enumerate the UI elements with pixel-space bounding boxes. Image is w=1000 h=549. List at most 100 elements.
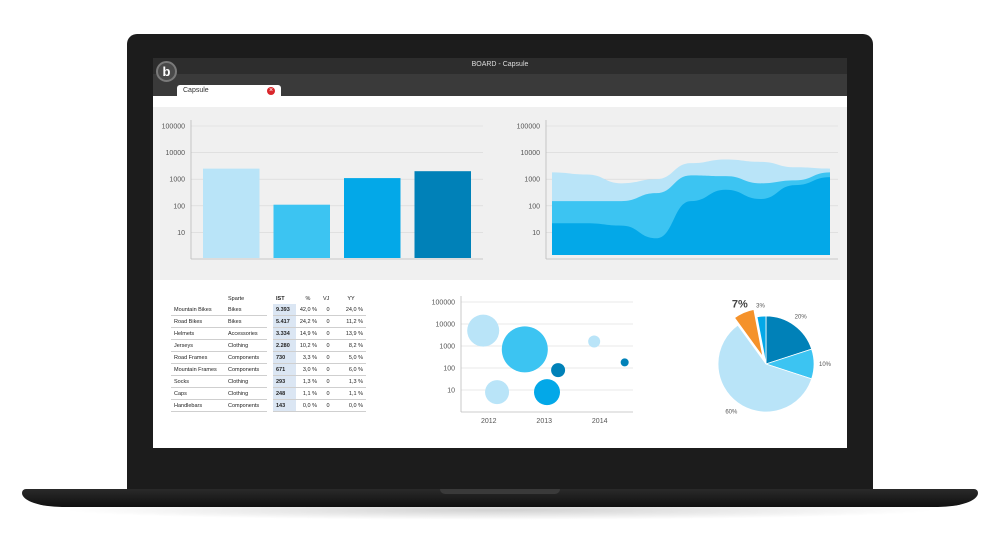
- pie-chart: 20% 10% 60% 7% 3%: [717, 298, 832, 416]
- y-tick-label: 100: [528, 203, 540, 210]
- x-tick-label: 2013: [536, 418, 552, 425]
- row-vj: 0: [320, 339, 336, 352]
- app-toolbar: [153, 74, 847, 96]
- table-row[interactable]: Road Bikes Bikes 5.417 24,2 % 0 11,2 %: [171, 315, 366, 328]
- row-pct: 10,2 %: [296, 339, 320, 352]
- pie-label: 10%: [819, 362, 832, 368]
- row-sparte: Clothing: [225, 387, 267, 400]
- close-icon[interactable]: ×: [267, 87, 275, 95]
- row-vj: 0: [320, 304, 336, 316]
- header-name: [171, 294, 225, 304]
- y-tick-label: 10: [177, 230, 185, 237]
- row-name: Mountain Frames: [171, 363, 225, 376]
- row-sparte: Accessories: [225, 327, 267, 340]
- y-tick-label: 100000: [432, 300, 455, 307]
- row-sparte: Components: [225, 399, 267, 412]
- row-yy: 1,1 %: [336, 387, 366, 400]
- table-row[interactable]: Socks Clothing 293 1,3 % 0 1,3 %: [171, 375, 366, 388]
- row-ist: 248: [273, 387, 296, 400]
- row-name: Road Bikes: [171, 315, 225, 328]
- row-name: Jerseys: [171, 339, 225, 352]
- y-tick-label: 10: [532, 230, 540, 237]
- header-sparte: Sparte: [228, 296, 245, 302]
- header-ist: IST: [276, 296, 285, 302]
- row-vj: 0: [320, 315, 336, 328]
- row-name: Road Frames: [171, 351, 225, 364]
- table-row[interactable]: Mountain Frames Components 671 3,0 % 0 6,0 %: [171, 363, 366, 376]
- header-yy: YY: [347, 296, 355, 302]
- table-row[interactable]: Handlebars Components 143 0,0 % 0 0,0 %: [171, 399, 366, 412]
- row-ist: 730: [273, 351, 296, 364]
- data-table: Sparte IST % VJ YY Mountain Bikes Bikes 9.…: [171, 294, 366, 412]
- y-tick-label: 10: [447, 388, 455, 395]
- area-series: [552, 177, 830, 255]
- row-ist: 5.417: [273, 315, 296, 328]
- bubble: [467, 314, 500, 347]
- row-pct: 3,3 %: [296, 351, 320, 364]
- row-pct: 24,2 %: [296, 315, 320, 328]
- row-sparte: Clothing: [225, 375, 267, 388]
- row-ist: 293: [273, 375, 296, 388]
- row-yy: 13,9 %: [336, 327, 366, 340]
- bubble: [588, 335, 601, 348]
- row-pct: 0,0 %: [296, 399, 320, 412]
- row-pct: 1,3 %: [296, 375, 320, 388]
- pie-label: 3%: [756, 303, 765, 309]
- row-pct: 1,1 %: [296, 387, 320, 400]
- bar-chart: 100000 10000 1000 100 10: [162, 120, 483, 260]
- row-yy: 11,2 %: [336, 315, 366, 328]
- table-row[interactable]: Jerseys Clothing 2.280 10,2 % 0 8,2 %: [171, 339, 366, 352]
- pie-slice: [734, 309, 764, 357]
- row-name: Mountain Bikes: [171, 304, 225, 316]
- tab-capsule[interactable]: Capsule ×: [177, 85, 281, 97]
- row-name: Helmets: [171, 327, 225, 340]
- y-tick-label: 1000: [169, 177, 185, 184]
- row-pct: 42,0 %: [296, 304, 320, 316]
- bubble: [485, 380, 510, 405]
- row-ist: 671: [273, 363, 296, 376]
- row-sparte: Bikes: [225, 315, 267, 328]
- table-row[interactable]: Road Frames Components 730 3,3 % 0 5,0 %: [171, 351, 366, 364]
- row-ist: 143: [273, 399, 296, 412]
- y-tick-label: 100: [443, 366, 455, 373]
- bar: [344, 178, 401, 258]
- x-tick-label: 2014: [592, 418, 608, 425]
- row-sparte: Clothing: [225, 339, 267, 352]
- row-pct: 3,0 %: [296, 363, 320, 376]
- logo-letter: b: [162, 64, 171, 79]
- row-vj: 0: [320, 363, 336, 376]
- row-sparte: Components: [225, 351, 267, 364]
- title-bar: BOARD - Capsule: [153, 58, 847, 74]
- row-sparte: Components: [225, 363, 267, 376]
- bubble: [534, 379, 560, 406]
- row-vj: 0: [320, 375, 336, 388]
- pie-label: 60%: [725, 410, 738, 416]
- bar: [414, 171, 471, 258]
- bar: [203, 168, 260, 258]
- table-body: Mountain Bikes Bikes 9.393 42,0 % 0 24,0 % Roa…: [171, 304, 366, 412]
- row-name: Handlebars: [171, 399, 225, 412]
- pie-label: 7%: [732, 298, 748, 310]
- y-tick-label: 100000: [162, 124, 185, 131]
- table-row[interactable]: Helmets Accessories 3.334 14,9 % 0 13,9 %: [171, 327, 366, 340]
- row-ist: 9.393: [273, 304, 296, 316]
- board-logo-icon[interactable]: b: [156, 61, 177, 82]
- y-tick-label: 10000: [166, 150, 186, 157]
- row-ist: 2.280: [273, 339, 296, 352]
- y-tick-label: 100000: [517, 124, 540, 131]
- row-yy: 5,0 %: [336, 351, 366, 364]
- row-yy: 1,3 %: [336, 375, 366, 388]
- pie-slice: [756, 315, 767, 365]
- row-vj: 0: [320, 387, 336, 400]
- tab-label: Capsule: [183, 87, 209, 94]
- row-vj: 0: [320, 327, 336, 340]
- area-chart: 100000 10000 1000 100 10: [517, 120, 838, 260]
- table-row[interactable]: Mountain Bikes Bikes 9.393 42,0 % 0 24,0 %: [171, 304, 366, 316]
- y-tick-label: 10000: [436, 322, 456, 329]
- table-row[interactable]: Caps Clothing 248 1,1 % 0 1,1 %: [171, 387, 366, 400]
- bubble: [620, 358, 629, 367]
- row-vj: 0: [320, 351, 336, 364]
- bubble: [551, 363, 566, 378]
- bubble-chart: 100000 10000 1000 100 10 2012 2013 2014: [432, 296, 633, 425]
- app-window: BOARD - Capsule b Capsule × 100000 10000 1…: [153, 58, 847, 448]
